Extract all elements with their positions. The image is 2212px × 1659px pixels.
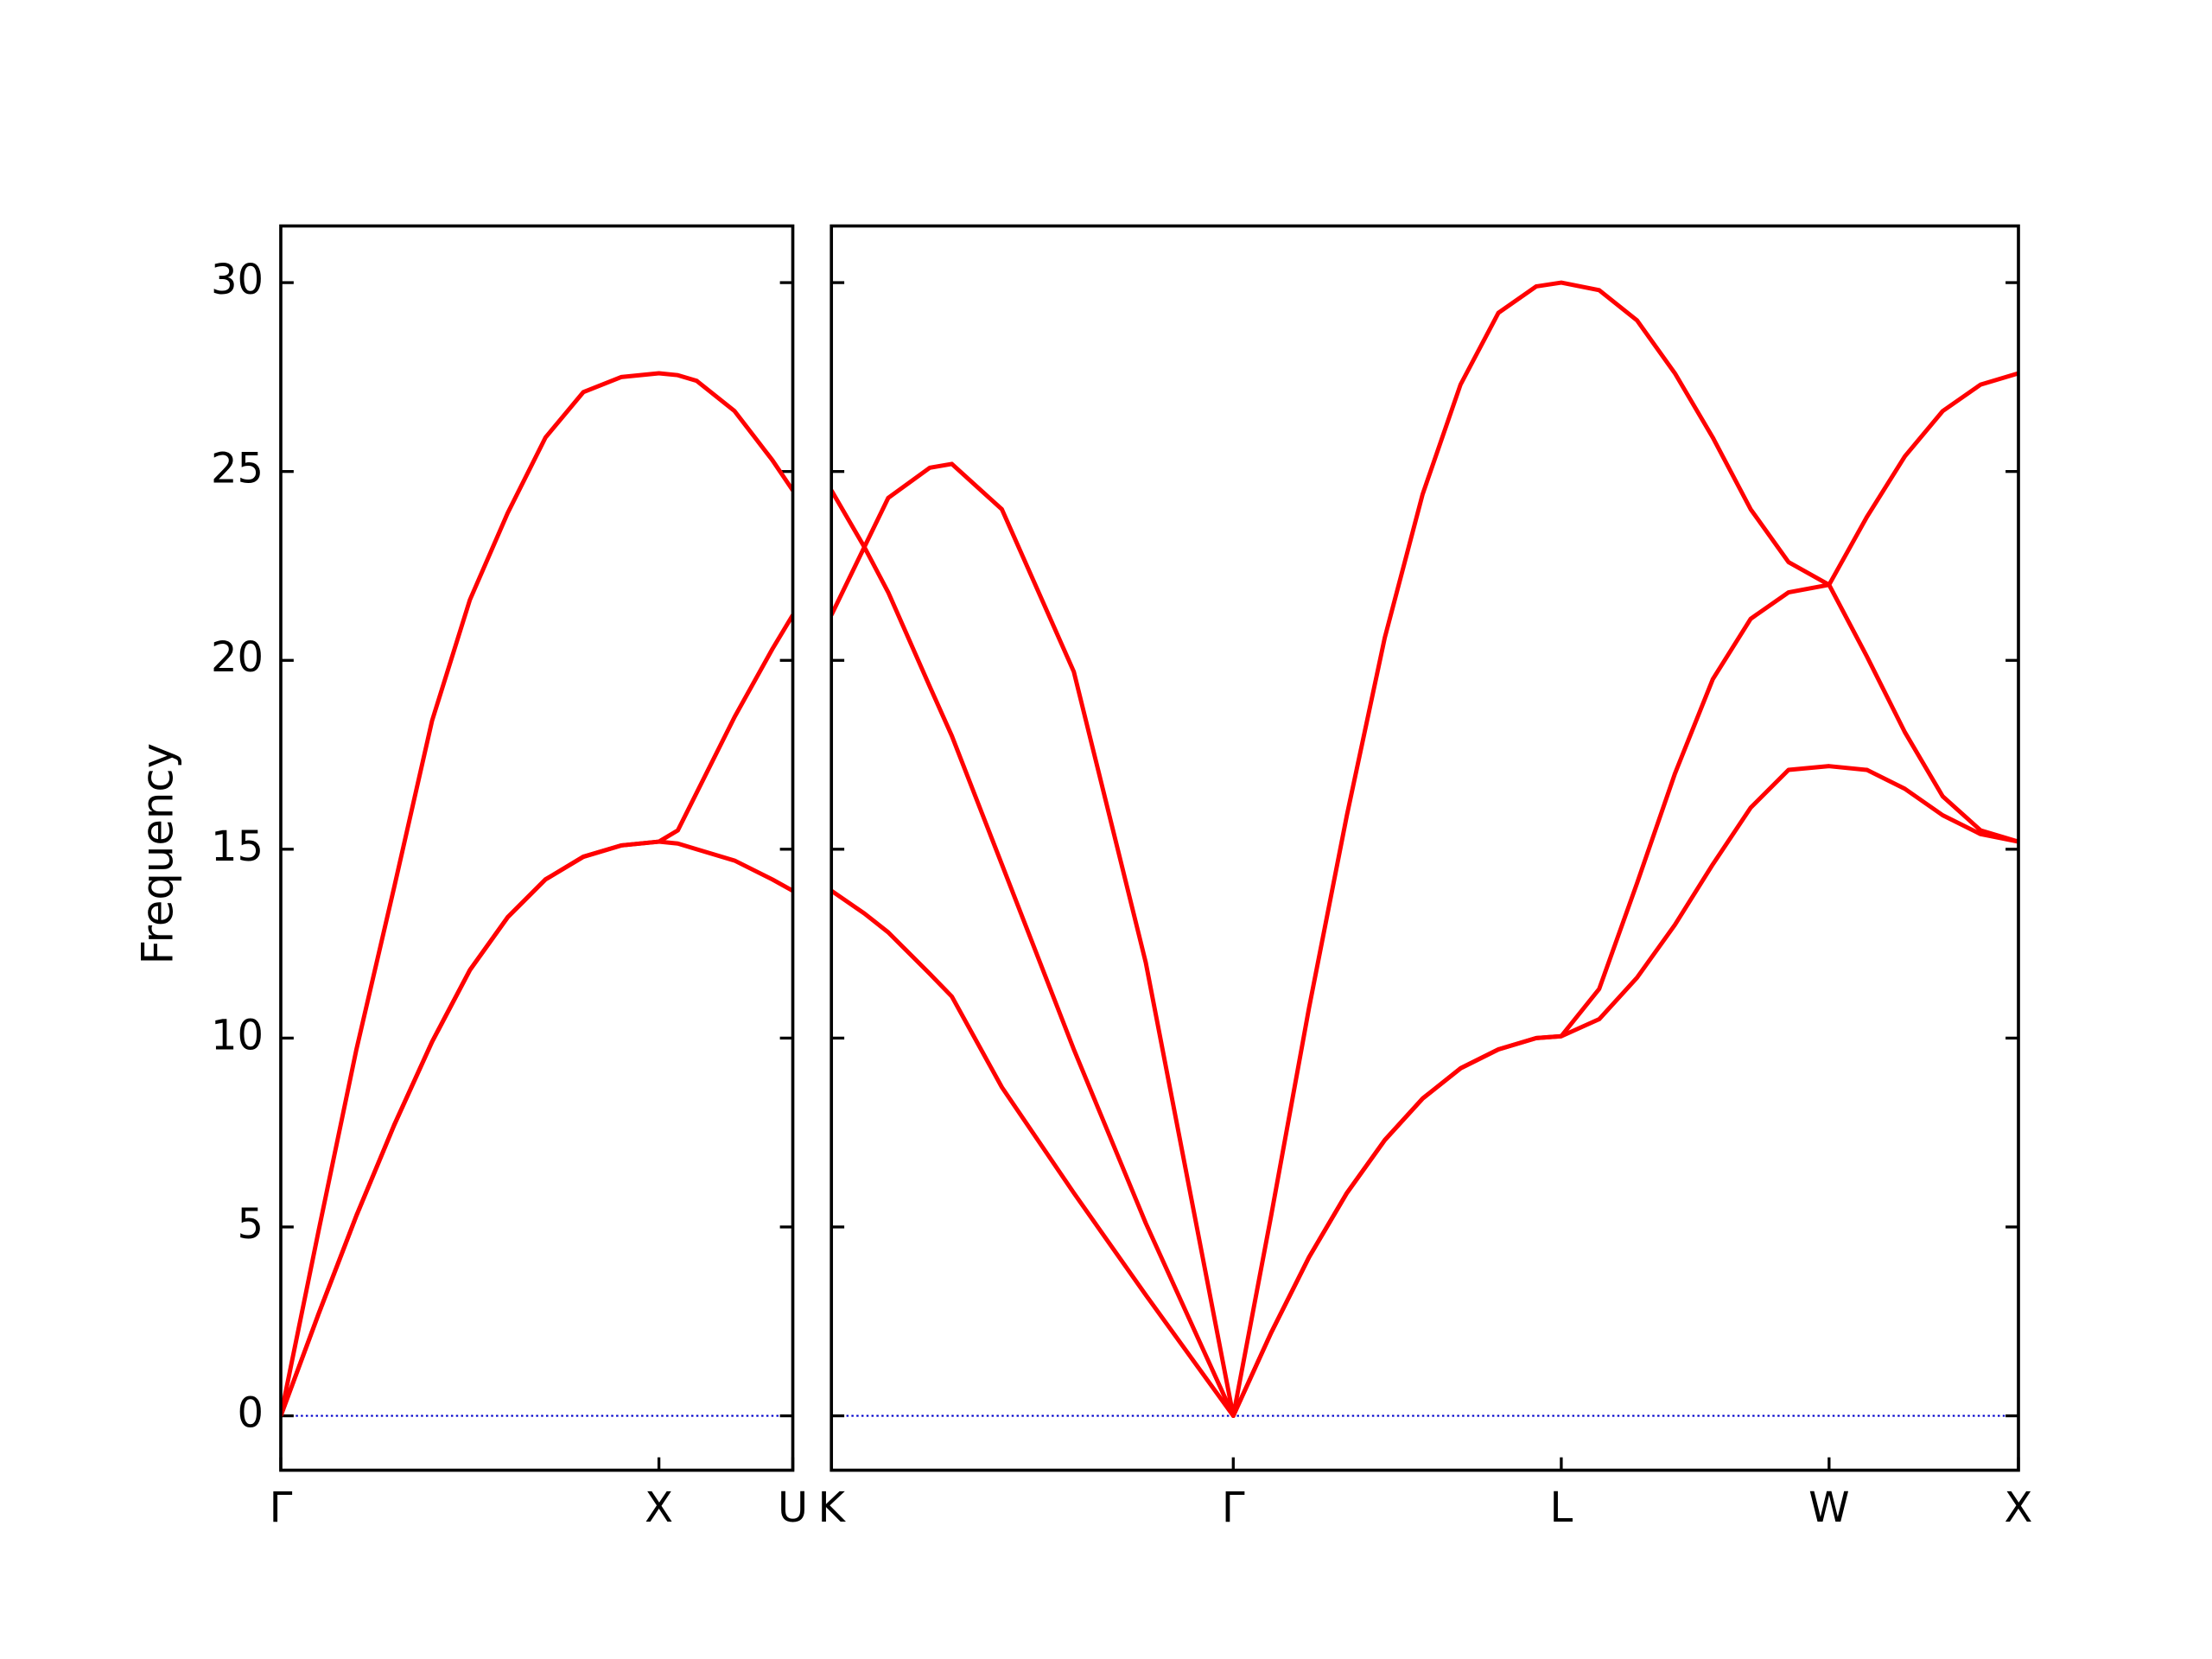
band-line [280, 371, 793, 1417]
y-axis-label: Frequency [132, 743, 182, 964]
y-tick-label: 0 [238, 1389, 264, 1438]
y-tick-label: 20 [211, 633, 264, 682]
band-line [831, 544, 2018, 1419]
x-tick-label: Γ [1222, 1484, 1245, 1532]
plot-frame [830, 224, 2020, 1472]
x-tick-label: W [1808, 1484, 1849, 1532]
band-line [831, 280, 2018, 1419]
y-tick-label: 30 [211, 256, 264, 304]
y-tick-label: 15 [211, 823, 264, 871]
x-tick-label: L [1550, 1484, 1573, 1532]
x-tick-label: U [778, 1484, 808, 1532]
x-tick-label: Γ [270, 1484, 293, 1532]
y-tick-label: 25 [211, 445, 264, 493]
x-tick-label: X [645, 1484, 673, 1532]
y-tick-label: 5 [238, 1200, 264, 1249]
plot-frame [279, 224, 795, 1472]
y-tick-label: 10 [211, 1011, 264, 1059]
band-line [280, 613, 793, 1417]
x-tick-label: X [2005, 1484, 2033, 1532]
x-tick-label: K [817, 1484, 846, 1532]
